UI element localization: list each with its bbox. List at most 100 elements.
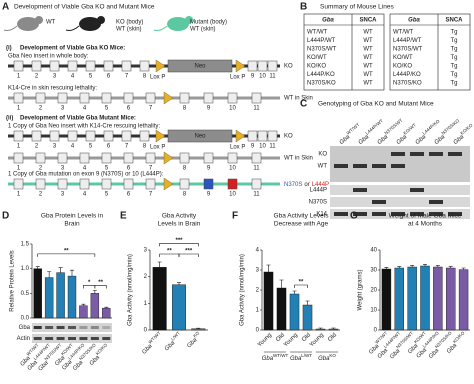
exon	[31, 130, 42, 142]
bar	[407, 266, 417, 331]
table-cell: WT	[363, 72, 373, 78]
gel-band	[429, 200, 443, 204]
exon	[79, 92, 90, 104]
exon-number: 5	[89, 144, 93, 150]
table-cell: KO/KO	[307, 64, 326, 70]
blot-band	[102, 337, 111, 340]
lox-p-label: Lox P	[150, 75, 165, 81]
exon	[251, 92, 262, 104]
chart-title: at 4 Months	[408, 221, 443, 228]
exon	[267, 60, 278, 72]
exon-number: 9	[207, 106, 211, 112]
gel-band	[429, 152, 443, 156]
exon	[247, 130, 258, 142]
panel-a: WT KO (body)WT (skin)Mutant (body)WT (ski…	[6, 20, 329, 198]
exon-number: 1	[17, 106, 21, 112]
exon-number: 4	[83, 192, 87, 198]
error-bar	[196, 327, 201, 329]
exon-number: 11	[253, 166, 260, 172]
exon-number: 3	[61, 106, 65, 112]
exon	[31, 60, 42, 72]
significance-label: ***	[175, 238, 183, 244]
exon-number: 4	[71, 74, 75, 80]
blot-band	[79, 326, 88, 329]
error-bar	[461, 267, 466, 270]
neo-cassette	[167, 129, 233, 143]
chart-title: Gba Activity	[162, 213, 197, 220]
panel-title: Summary of Mouse Lines	[320, 4, 394, 11]
significance-label: *	[88, 280, 91, 286]
blot-band	[33, 326, 42, 329]
exon-number: 7	[149, 166, 153, 172]
exon	[13, 92, 24, 104]
panel-b: B Summary of Mouse Lines Gba SNCA WT/WT WT L…	[300, 2, 471, 91]
exon-number: 8	[183, 106, 187, 112]
exon	[145, 92, 156, 104]
gel-band	[372, 164, 386, 168]
panel-label: G	[350, 211, 358, 222]
gel	[330, 185, 470, 195]
panel-title: Development of Viable Gba KO and Mutant …	[14, 4, 155, 11]
exon	[257, 60, 268, 72]
gel	[330, 197, 470, 207]
exon	[13, 130, 24, 142]
exon-number: 5	[89, 74, 93, 80]
row-label: N370S or L444P	[284, 182, 329, 188]
blot-label: Actin	[17, 336, 30, 342]
row-caption: 1 Copy of Gba Neo insert with K14-Cre re…	[8, 124, 160, 130]
exon-number: 3	[53, 144, 57, 150]
y-tick-label: 0	[374, 328, 378, 334]
mouse-label: WT	[46, 20, 56, 26]
table-cell: Tg	[450, 64, 457, 70]
exon-number: 4	[83, 106, 87, 112]
bar	[90, 293, 100, 319]
row-label-part: L444P	[312, 182, 329, 188]
blot-band	[56, 337, 65, 340]
exon	[139, 60, 150, 72]
y-tick-label: 1.5	[21, 242, 30, 248]
y-axis-title: Gba Activity (nmol/mg/min)	[128, 254, 134, 326]
panel-label: C	[300, 99, 307, 110]
exon-number: 4	[71, 144, 75, 150]
chart-title: Gba Protein Levels in	[41, 213, 104, 220]
exon	[79, 178, 90, 190]
error-bar	[104, 306, 109, 309]
bar	[79, 305, 88, 319]
exon	[123, 178, 134, 190]
exon-number: 8	[143, 144, 147, 150]
table-header: Gba	[408, 18, 420, 24]
table-header: Gba	[322, 18, 334, 24]
bar	[381, 268, 392, 331]
y-tick-label: 0	[256, 328, 260, 334]
row-label: WT in Skin	[284, 96, 313, 102]
exon-number: 2	[39, 166, 43, 172]
table-cell: Tg	[450, 38, 457, 44]
significance-label: **	[167, 249, 172, 255]
y-axis-title: Weight (grams)	[358, 270, 364, 311]
chart-title: Levels in Brain	[158, 221, 201, 228]
table-cell: WT	[363, 64, 373, 70]
error-bar	[81, 303, 86, 306]
y-tick-label: 0	[144, 328, 148, 334]
gel-band	[391, 212, 405, 216]
blot-band	[45, 326, 54, 329]
exon	[67, 60, 78, 72]
error-bar	[58, 267, 63, 273]
section-text: Development of Viable Gba Mutant Mice:	[20, 116, 136, 122]
gel-band	[372, 212, 386, 216]
exon	[35, 178, 46, 190]
lox-p	[235, 129, 246, 143]
y-axis-title: Relative Protein Levels	[10, 250, 16, 311]
exon	[13, 60, 24, 72]
band-label: L444P	[310, 188, 327, 194]
bar	[102, 307, 111, 319]
y-tick-label: 0.0	[21, 316, 30, 322]
significance-label: ***	[185, 249, 193, 255]
bar	[420, 265, 430, 331]
lox-p	[235, 59, 246, 73]
bar	[191, 328, 206, 331]
exon	[123, 152, 134, 164]
exon-number: 1	[17, 192, 21, 198]
y-tick-label: 2	[144, 274, 148, 280]
